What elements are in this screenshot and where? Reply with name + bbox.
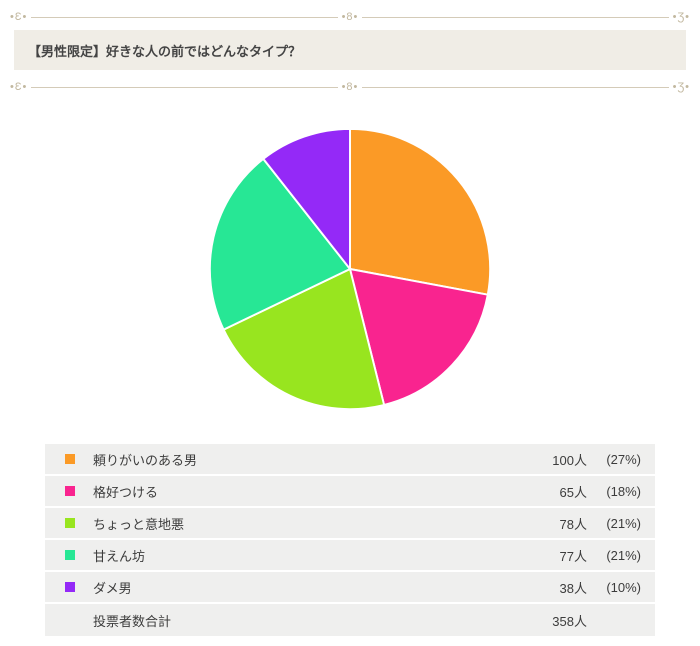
legend-row: ちょっと意地悪 78人 (21%)	[45, 508, 655, 540]
legend-option-label: ダメ男	[93, 580, 132, 596]
legend-percentage: (18%)	[606, 483, 641, 499]
pie-slice-1	[349, 268, 489, 406]
legend-vote-count: 100人	[552, 452, 587, 468]
legend-percentage: (21%)	[606, 515, 641, 531]
legend-option-label: 頼りがいのある男	[93, 452, 198, 468]
decorative-divider-middle: •Ɛ• •8• •Ʒ•	[10, 76, 690, 98]
divider-line	[31, 16, 338, 18]
divider-line	[362, 86, 669, 88]
pie-chart-area	[0, 123, 700, 415]
flourish-left-icon: •Ɛ•	[10, 10, 28, 23]
poll-results-legend: 頼りがいのある男 100人 (27%) 格好つける 65人 (18%) ちょっと…	[45, 444, 655, 636]
flourish-left-icon: •Ɛ•	[10, 80, 28, 93]
legend-swatch-spacer	[65, 615, 75, 625]
divider-line	[31, 86, 338, 88]
legend-total-row: 投票者数合計 358人	[45, 604, 655, 636]
legend-row: 格好つける 65人 (18%)	[45, 476, 655, 508]
legend-percentage: (10%)	[606, 579, 641, 595]
legend-vote-count: 65人	[559, 484, 587, 500]
legend-percentage: (21%)	[606, 547, 641, 563]
flourish-right-icon: •Ʒ•	[672, 80, 691, 93]
legend-vote-count: 77人	[559, 548, 587, 564]
poll-question-title: 【男性限定】好きな人の前ではどんなタイプ？	[14, 30, 686, 70]
legend-color-swatch	[65, 486, 75, 496]
legend-color-swatch	[65, 582, 75, 592]
legend-total-count: 358人	[552, 613, 587, 629]
legend-total-label: 投票者数合計	[93, 613, 172, 629]
legend-percentage: (27%)	[606, 451, 641, 467]
flourish-center-icon: •8•	[341, 10, 359, 23]
flourish-center-icon: •8•	[341, 80, 359, 93]
divider-line	[362, 16, 669, 18]
legend-option-label: 甘えん坊	[93, 548, 146, 564]
pie-slice-3	[208, 157, 351, 331]
pie-slice-0	[349, 127, 492, 296]
legend-option-label: 格好つける	[93, 484, 159, 500]
legend-row: ダメ男 38人 (10%)	[45, 572, 655, 604]
flourish-right-icon: •Ʒ•	[672, 10, 691, 23]
legend-row: 甘えん坊 77人 (21%)	[45, 540, 655, 572]
legend-color-swatch	[65, 518, 75, 528]
pie-chart-svg	[208, 127, 492, 411]
pie-slice-4	[262, 127, 351, 270]
legend-color-swatch	[65, 454, 75, 464]
pie-slice-2	[222, 268, 386, 411]
legend-vote-count: 78人	[559, 516, 587, 532]
legend-vote-count: 38人	[559, 580, 587, 596]
legend-color-swatch	[65, 550, 75, 560]
legend-option-label: ちょっと意地悪	[93, 516, 185, 532]
legend-row: 頼りがいのある男 100人 (27%)	[45, 444, 655, 476]
decorative-divider-top: •Ɛ• •8• •Ʒ•	[10, 6, 690, 28]
